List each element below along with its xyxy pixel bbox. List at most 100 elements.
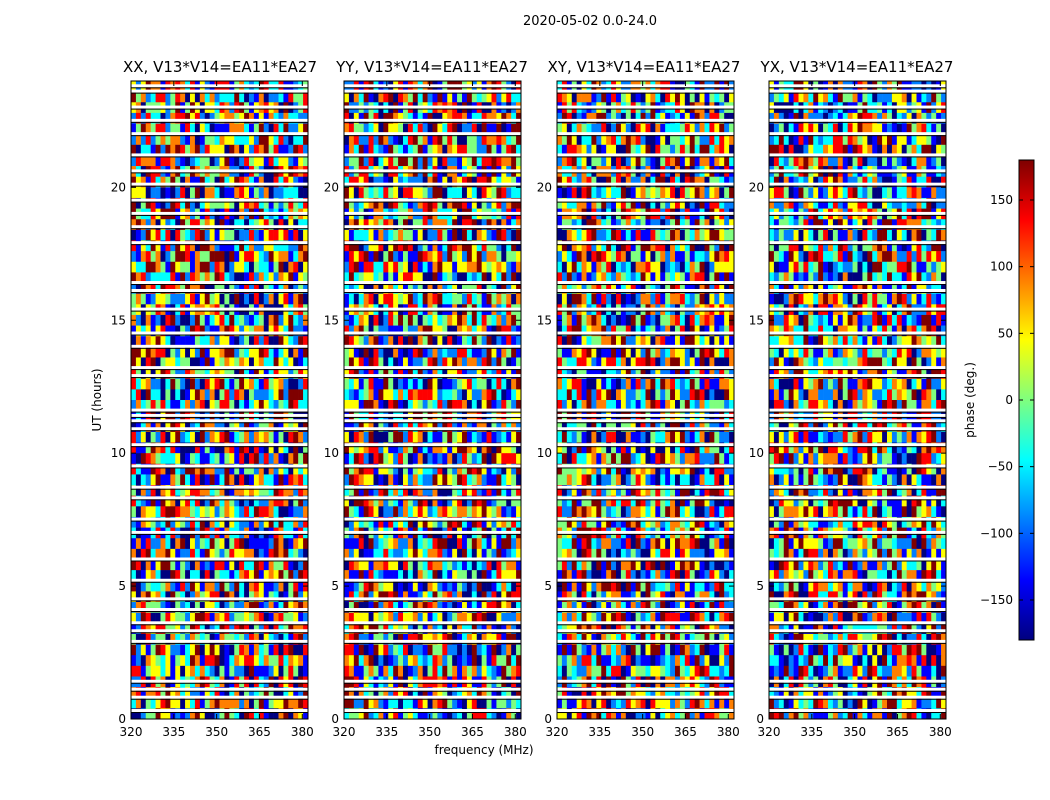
heatmap-cell (288, 548, 294, 560)
heatmap-cell (150, 251, 156, 263)
heatmap-cell (457, 368, 463, 380)
heatmap-cell (298, 708, 304, 720)
heatmap-cell (160, 591, 166, 603)
heatmap-cell (185, 655, 191, 667)
heatmap-cell (422, 176, 428, 188)
heatmap-cell (466, 283, 473, 294)
heatmap-cell (481, 272, 487, 284)
heatmap-cell (358, 368, 364, 380)
heatmap-cell (442, 697, 448, 709)
heatmap-cell (219, 240, 225, 252)
flagged-row-edge (344, 520, 521, 522)
heatmap-cell (373, 261, 379, 273)
heatmap-cell (283, 633, 289, 645)
heatmap-cell (298, 655, 304, 667)
heatmap-cell (561, 123, 568, 135)
heatmap-cell (412, 474, 419, 486)
heatmap-cell (131, 612, 137, 624)
heatmap-cell (190, 453, 196, 465)
heatmap-cell (131, 176, 137, 188)
heatmap-cell (303, 176, 309, 188)
heatmap-cell (660, 187, 666, 199)
heatmap-cell (689, 155, 695, 167)
heatmap-cell (219, 293, 225, 305)
heatmap-cell (407, 368, 414, 380)
heatmap-cell (427, 506, 433, 518)
heatmap-cell (417, 219, 423, 231)
heatmap-cell (175, 453, 181, 465)
heatmap-cell (442, 346, 448, 358)
heatmap-cell (447, 91, 453, 103)
heatmap-cell (303, 421, 309, 433)
heatmap-cell (675, 197, 681, 209)
heatmap-cell (378, 431, 384, 443)
heatmap-cell (403, 357, 409, 369)
heatmap-cell (368, 144, 374, 156)
heatmap-cell (378, 655, 384, 667)
heatmap-cell (481, 144, 487, 156)
heatmap-cell (209, 633, 215, 645)
heatmap-cell (150, 272, 156, 284)
heatmap-cell (442, 112, 448, 124)
heatmap-cell (180, 389, 186, 401)
heatmap-cell (476, 325, 482, 337)
heatmap-cell (214, 623, 220, 635)
heatmap-cell (244, 431, 250, 443)
heatmap-cell (679, 134, 686, 146)
heatmap-cell (219, 463, 225, 475)
heatmap-cell (388, 623, 394, 635)
flagged-row-edge (344, 488, 521, 490)
heatmap-cell (437, 368, 443, 380)
heatmap-cell (155, 251, 161, 263)
heatmap-cell (249, 314, 255, 326)
heatmap-cell (709, 176, 715, 188)
heatmap-cell (140, 548, 147, 560)
heatmap-cell (170, 91, 176, 103)
heatmap-cell (199, 506, 206, 518)
heatmap-cell (481, 665, 487, 677)
heatmap-cell (239, 272, 245, 284)
heatmap-cell (283, 431, 289, 443)
heatmap-cell (437, 431, 443, 443)
heatmap-cell (447, 602, 453, 613)
heatmap-cell (447, 240, 453, 252)
heatmap-cell (253, 176, 260, 188)
heatmap-cell (591, 176, 597, 188)
heatmap-cell (145, 314, 151, 326)
heatmap-cell (358, 176, 364, 188)
heatmap-cell (170, 538, 176, 550)
heatmap-cell (140, 485, 147, 496)
heatmap-cell (640, 144, 646, 156)
heatmap-cell (457, 240, 463, 252)
heatmap-cell (283, 123, 289, 135)
heatmap-cell (249, 431, 255, 443)
heatmap-cell (131, 474, 137, 486)
heatmap-cell (180, 708, 186, 720)
heatmap-cell (204, 687, 210, 699)
heatmap-cell (288, 378, 294, 390)
heatmap-cell (244, 506, 250, 518)
heatmap-cell (432, 612, 438, 624)
heatmap-cell (219, 346, 225, 358)
heatmap-cell (516, 644, 522, 656)
heatmap-cell (486, 463, 492, 475)
heatmap-cell (145, 378, 151, 390)
heatmap-cell (303, 485, 309, 496)
heatmap-cell (244, 283, 250, 294)
heatmap-cell (160, 357, 166, 369)
heatmap-cell (462, 346, 468, 358)
heatmap-cell (412, 665, 419, 677)
heatmap-cell (204, 697, 210, 709)
heatmap-cell (283, 655, 289, 667)
flagged-row-edge (344, 135, 521, 137)
heatmap-cell (506, 697, 512, 709)
heatmap-cell (258, 187, 265, 199)
heatmap-cell (729, 144, 735, 156)
heatmap-cell (373, 453, 379, 465)
heatmap-cell (150, 644, 156, 656)
heatmap-cell (303, 431, 309, 443)
heatmap-cell (135, 251, 142, 263)
heatmap-cell (140, 91, 147, 103)
heatmap-cell (432, 538, 438, 550)
heatmap-cell (170, 314, 176, 326)
